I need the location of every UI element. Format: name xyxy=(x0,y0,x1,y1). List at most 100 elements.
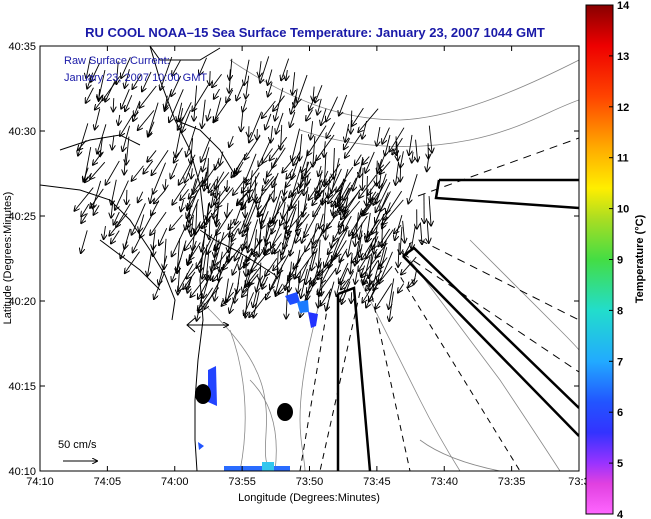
current-vector xyxy=(339,248,348,262)
current-vector xyxy=(373,266,393,290)
current-vector xyxy=(272,243,274,254)
current-vector xyxy=(120,114,134,136)
current-vector xyxy=(169,89,184,122)
sst-patch xyxy=(262,462,274,471)
current-vector xyxy=(256,175,278,203)
current-vector xyxy=(302,150,309,172)
current-vector xyxy=(213,260,228,281)
current-vector xyxy=(225,278,229,304)
current-vector xyxy=(86,56,91,78)
current-vector xyxy=(175,122,183,157)
current-vector xyxy=(332,229,348,261)
current-vector xyxy=(133,110,139,120)
current-vector xyxy=(290,111,296,127)
current-vector xyxy=(118,114,119,125)
current-vector xyxy=(319,213,324,228)
current-vector xyxy=(266,279,277,299)
current-vector xyxy=(121,57,131,78)
x-tick-label: 73:35 xyxy=(498,476,526,488)
current-vector xyxy=(252,249,271,271)
y-tick-label: 40:30 xyxy=(8,126,36,138)
current-vector xyxy=(74,187,94,211)
current-vector xyxy=(357,230,363,264)
current-vector xyxy=(321,108,327,126)
current-vector xyxy=(201,137,212,162)
current-vector xyxy=(138,110,155,130)
current-vector xyxy=(266,228,273,244)
current-vector xyxy=(389,291,394,322)
current-vector xyxy=(377,127,380,146)
current-vector xyxy=(311,248,318,270)
current-vector xyxy=(416,139,418,162)
current-vector xyxy=(203,280,209,298)
current-vector xyxy=(292,178,312,208)
colorbar: 4 5 6 7 8 9 10 11 12 13 14 Temperature (°C) xyxy=(585,0,646,519)
current-vector xyxy=(337,257,343,273)
current-vector xyxy=(414,269,417,284)
plot-area: Raw Surface Current: January 23, 2007 10… xyxy=(39,45,580,472)
current-vector xyxy=(153,162,166,194)
current-vector xyxy=(242,221,252,236)
current-vector xyxy=(268,69,273,85)
current-vector xyxy=(292,155,300,179)
colorbar-tick-label: 14 xyxy=(617,0,630,12)
current-vector xyxy=(259,232,261,256)
current-vector xyxy=(318,239,320,268)
current-vector xyxy=(367,238,375,258)
current-vector xyxy=(286,207,308,232)
current-vector xyxy=(236,83,244,101)
y-tick-label: 40:25 xyxy=(8,211,36,223)
current-vector xyxy=(359,222,362,239)
current-vector xyxy=(324,141,325,156)
current-vector xyxy=(380,191,391,211)
current-vector xyxy=(382,229,394,246)
shipping-lanes xyxy=(336,178,579,471)
x-axis: 74:10 74:05 74:00 73:55 73:50 73:45 73:40 73:35… xyxy=(26,46,590,488)
current-vector xyxy=(199,57,207,75)
colorbar-tick-label: 8 xyxy=(617,305,623,317)
current-vector xyxy=(261,211,269,228)
current-vector xyxy=(336,166,354,192)
current-vector xyxy=(262,276,269,289)
current-vector xyxy=(286,208,288,224)
current-vector xyxy=(321,253,338,283)
colorbar-tick-label: 6 xyxy=(617,407,623,419)
scale-label: 50 cm/s xyxy=(58,439,97,451)
current-vector xyxy=(365,151,375,173)
current-vector xyxy=(126,136,129,165)
x-tick-label: 74:05 xyxy=(94,476,122,488)
current-vector xyxy=(339,220,345,234)
current-vector xyxy=(159,227,168,245)
current-vector xyxy=(220,151,223,166)
current-vector xyxy=(377,159,383,173)
y-tick-label: 40:10 xyxy=(8,466,36,478)
current-vector xyxy=(249,170,253,199)
current-vector xyxy=(379,168,381,188)
current-vector xyxy=(151,200,160,216)
current-vector xyxy=(206,250,209,279)
current-vector xyxy=(132,74,142,88)
current-vector xyxy=(147,150,157,161)
current-vector xyxy=(244,59,250,85)
current-vector xyxy=(170,214,183,230)
current-vector xyxy=(369,253,371,285)
current-vector xyxy=(295,251,315,278)
current-vector xyxy=(306,109,313,121)
current-vector xyxy=(223,243,244,270)
current-vector xyxy=(198,271,213,299)
current-vector xyxy=(234,167,238,176)
current-vector xyxy=(300,170,302,188)
current-vector xyxy=(207,108,210,121)
current-vector xyxy=(411,226,416,248)
current-vector xyxy=(241,110,243,132)
current-vector xyxy=(260,56,270,82)
current-vector xyxy=(355,154,362,166)
current-vector xyxy=(307,125,327,156)
sst-patch xyxy=(198,442,204,450)
current-vector xyxy=(372,210,388,234)
current-vector xyxy=(355,212,359,245)
current-vector xyxy=(262,148,273,162)
current-vector xyxy=(197,238,212,268)
current-vector xyxy=(321,282,322,296)
current-vector xyxy=(132,203,146,234)
